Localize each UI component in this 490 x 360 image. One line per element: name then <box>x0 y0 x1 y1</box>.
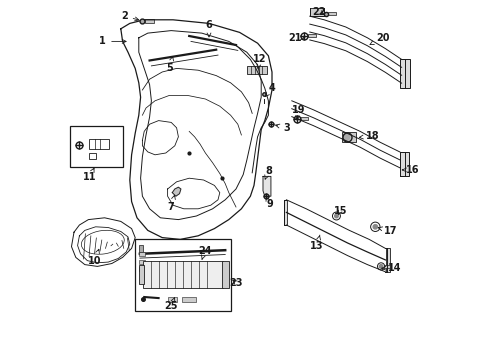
Bar <box>71 126 122 167</box>
Circle shape <box>142 298 145 301</box>
Text: 8: 8 <box>265 166 272 179</box>
Bar <box>300 117 308 120</box>
Circle shape <box>343 134 350 140</box>
Bar <box>90 153 96 159</box>
Text: 14: 14 <box>382 263 401 273</box>
Text: 20: 20 <box>370 33 389 45</box>
Text: 10: 10 <box>88 249 101 266</box>
Polygon shape <box>172 187 181 196</box>
Bar <box>308 34 316 37</box>
Bar <box>144 261 222 288</box>
Bar <box>139 245 143 252</box>
Text: 2: 2 <box>121 11 139 21</box>
Polygon shape <box>263 176 271 196</box>
Text: 23: 23 <box>229 278 243 288</box>
Text: 6: 6 <box>206 20 212 37</box>
Text: 4: 4 <box>266 83 275 96</box>
Bar <box>139 260 145 264</box>
Bar <box>284 200 287 225</box>
Text: 19: 19 <box>292 105 305 120</box>
Bar <box>139 265 144 284</box>
Text: 11: 11 <box>83 168 96 182</box>
Text: 13: 13 <box>310 235 324 251</box>
Bar <box>168 297 176 302</box>
Text: 9: 9 <box>266 197 273 210</box>
Text: 21: 21 <box>288 33 305 43</box>
Bar <box>328 12 336 15</box>
Bar <box>342 132 356 142</box>
Text: 16: 16 <box>402 165 419 175</box>
Bar <box>90 139 109 149</box>
Text: 5: 5 <box>166 57 173 73</box>
Text: 17: 17 <box>378 226 397 236</box>
Circle shape <box>379 265 383 268</box>
Circle shape <box>373 225 377 229</box>
Bar <box>400 152 409 176</box>
Text: 18: 18 <box>359 131 380 141</box>
Bar <box>182 297 196 302</box>
Bar <box>384 265 391 268</box>
Bar <box>135 239 231 311</box>
Bar <box>139 267 145 271</box>
Text: 22: 22 <box>312 6 325 17</box>
Text: 15: 15 <box>334 206 347 216</box>
Bar <box>221 261 229 288</box>
Bar <box>247 66 267 74</box>
Bar <box>400 59 410 88</box>
Bar <box>145 19 154 23</box>
Bar <box>139 252 145 256</box>
Text: 3: 3 <box>275 123 290 133</box>
Text: 25: 25 <box>165 298 178 311</box>
Bar <box>310 8 324 16</box>
Circle shape <box>335 214 338 218</box>
Text: 24: 24 <box>198 246 211 259</box>
Text: 1: 1 <box>99 36 126 46</box>
Bar <box>386 248 390 272</box>
Text: 12: 12 <box>253 54 267 68</box>
Text: 7: 7 <box>168 195 175 212</box>
